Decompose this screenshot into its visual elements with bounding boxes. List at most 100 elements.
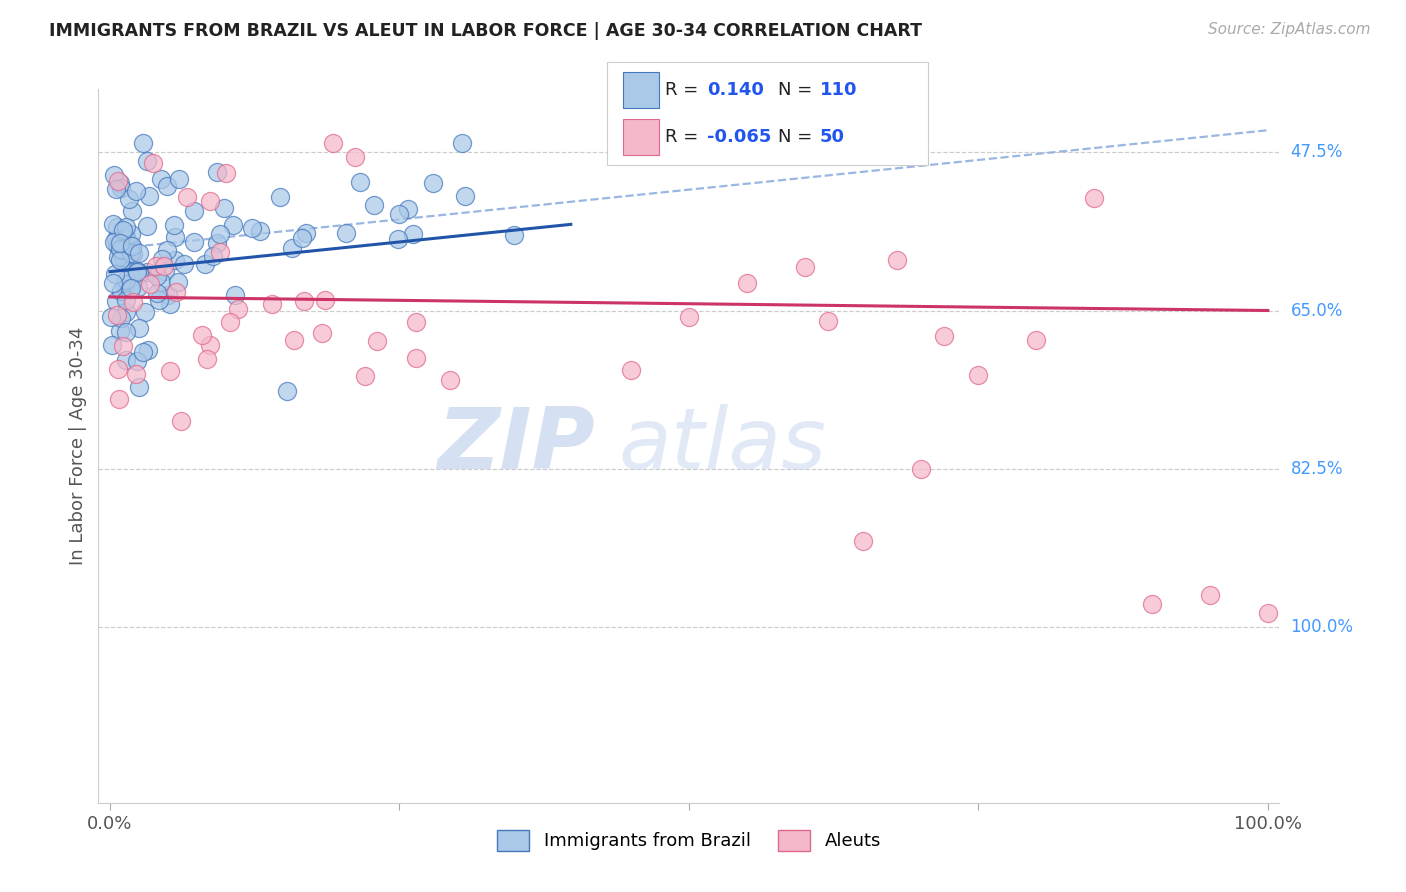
Text: Source: ZipAtlas.com: Source: ZipAtlas.com bbox=[1208, 22, 1371, 37]
Point bbox=[335, 226, 357, 240]
Point bbox=[276, 384, 298, 399]
Point bbox=[322, 136, 344, 151]
Point bbox=[311, 326, 333, 340]
Point bbox=[387, 232, 409, 246]
Point bbox=[314, 293, 336, 307]
Point bbox=[112, 253, 135, 268]
Point bbox=[115, 231, 138, 245]
Point bbox=[127, 263, 149, 277]
Point bbox=[343, 150, 366, 164]
Point bbox=[209, 227, 232, 241]
Point bbox=[167, 276, 190, 290]
Point bbox=[156, 244, 179, 258]
Point bbox=[107, 238, 129, 252]
Point bbox=[295, 227, 318, 241]
Point bbox=[138, 277, 160, 292]
Point bbox=[118, 283, 141, 297]
Point bbox=[735, 276, 758, 290]
Point bbox=[150, 275, 173, 289]
Y-axis label: In Labor Force | Age 30-34: In Labor Force | Age 30-34 bbox=[69, 326, 87, 566]
Point bbox=[1199, 588, 1222, 602]
Point bbox=[108, 392, 131, 406]
Point bbox=[120, 281, 142, 295]
Point bbox=[115, 230, 138, 244]
Point bbox=[124, 184, 146, 198]
Point bbox=[121, 295, 143, 310]
Point bbox=[354, 369, 377, 384]
Point bbox=[1140, 597, 1163, 611]
Point bbox=[173, 257, 195, 271]
Point bbox=[205, 165, 228, 179]
Point bbox=[183, 204, 205, 219]
Point bbox=[121, 203, 143, 218]
Point bbox=[163, 229, 186, 244]
Text: 110: 110 bbox=[820, 81, 858, 99]
Point bbox=[134, 305, 156, 319]
Point bbox=[422, 176, 444, 190]
Text: 47.5%: 47.5% bbox=[1291, 144, 1343, 161]
Point bbox=[678, 310, 700, 324]
Point bbox=[107, 174, 129, 188]
Point bbox=[142, 156, 165, 170]
Text: 0.140: 0.140 bbox=[707, 81, 763, 99]
Point bbox=[967, 368, 990, 382]
Point bbox=[439, 373, 461, 387]
Point bbox=[101, 337, 124, 351]
Point bbox=[502, 228, 524, 243]
Point bbox=[170, 414, 193, 428]
Text: 50: 50 bbox=[820, 128, 845, 146]
Point bbox=[104, 293, 127, 308]
Point bbox=[118, 192, 141, 206]
Point bbox=[136, 343, 159, 358]
Point bbox=[1083, 191, 1105, 205]
Point bbox=[1025, 333, 1047, 347]
Point bbox=[128, 266, 150, 280]
Point bbox=[104, 267, 127, 281]
Point bbox=[932, 329, 955, 343]
Point bbox=[363, 198, 385, 212]
Legend: Immigrants from Brazil, Aleuts: Immigrants from Brazil, Aleuts bbox=[489, 822, 889, 858]
Point bbox=[209, 244, 232, 259]
Point bbox=[388, 207, 411, 221]
Point bbox=[290, 231, 312, 245]
Point bbox=[183, 235, 205, 250]
Point bbox=[153, 264, 176, 278]
Point bbox=[221, 218, 243, 232]
Point bbox=[146, 268, 169, 283]
Point bbox=[218, 315, 240, 329]
Point bbox=[110, 284, 132, 298]
Point bbox=[191, 327, 214, 342]
Point bbox=[108, 252, 131, 267]
Point bbox=[157, 288, 180, 302]
Point bbox=[793, 260, 815, 275]
Point bbox=[159, 297, 181, 311]
Point bbox=[292, 294, 315, 309]
Point bbox=[366, 334, 388, 349]
Point bbox=[112, 339, 135, 353]
Point bbox=[115, 353, 138, 368]
Point bbox=[121, 238, 143, 252]
Text: ZIP: ZIP bbox=[437, 404, 595, 488]
Point bbox=[262, 297, 284, 311]
Point bbox=[120, 227, 142, 241]
Point bbox=[249, 224, 271, 238]
Point bbox=[104, 181, 127, 195]
Point bbox=[111, 244, 134, 258]
Point bbox=[120, 238, 142, 252]
Point bbox=[107, 250, 129, 264]
Point bbox=[115, 293, 138, 307]
Point bbox=[454, 189, 477, 203]
Point bbox=[101, 276, 124, 290]
Point bbox=[136, 265, 159, 279]
Point bbox=[125, 367, 148, 381]
Point bbox=[163, 219, 186, 233]
Point bbox=[280, 241, 302, 255]
Point bbox=[127, 353, 149, 368]
Point bbox=[108, 236, 131, 251]
Point bbox=[146, 285, 169, 300]
Point bbox=[349, 175, 371, 189]
Point bbox=[108, 324, 131, 338]
Point bbox=[156, 178, 179, 193]
Point bbox=[405, 314, 427, 328]
Text: atlas: atlas bbox=[619, 404, 827, 488]
